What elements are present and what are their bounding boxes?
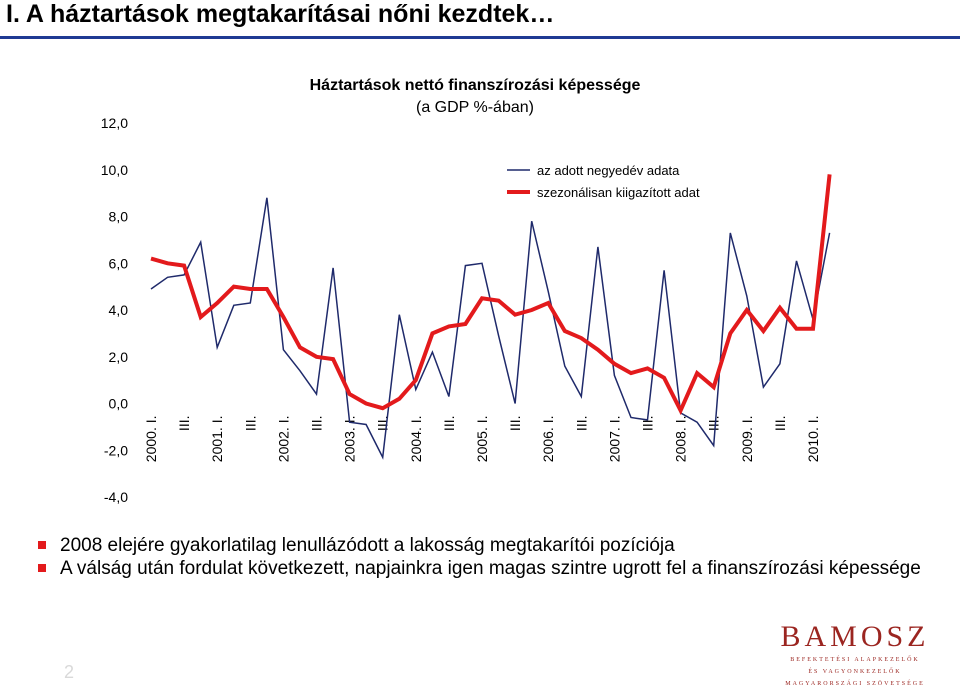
bullet-item: 2008 elejére gyakorlatilag lenullázódott… — [38, 534, 938, 557]
y-tick-label: -4,0 — [104, 489, 128, 505]
bullet-square-icon — [38, 564, 46, 572]
plot-area — [150, 174, 832, 460]
x-tick-label: 2007. I. — [606, 416, 622, 463]
bullet-text: 2008 elejére gyakorlatilag lenullázódott… — [60, 535, 675, 556]
slide-title: I. A háztartások megtakarításai nőni kez… — [6, 0, 555, 28]
legend-label: szezonálisan kiigazított adat — [537, 185, 700, 200]
logo-name: BAMOSZ — [780, 620, 930, 653]
y-tick-label: 2,0 — [109, 349, 129, 365]
chart-title: Háztartások nettó finanszírozási képessé… — [310, 77, 641, 94]
x-tick-label: III. — [375, 416, 391, 432]
y-tick-label: 12,0 — [101, 115, 128, 131]
bullet-item: A válság után fordulat következett, napj… — [38, 557, 938, 580]
bamosz-logo: BAMOSZ BEFEKTETÉSI ALAPKEZELŐK ÉS VAGYON… — [760, 620, 950, 690]
y-tick-label: 4,0 — [109, 302, 129, 318]
x-tick-label: III. — [706, 416, 722, 432]
axes: -4,0 -2,0 0,0 2,0 4,0 6,0 8,0 10,0 12,0 2000. I. I… — [101, 115, 821, 505]
bullet-list: 2008 elejére gyakorlatilag lenullázódott… — [38, 534, 938, 580]
x-tick-label: III. — [242, 416, 258, 432]
legend-label: az adott negyedév adata — [537, 163, 680, 178]
chart-subtitle: (a GDP %-ában) — [416, 99, 534, 116]
x-tick-label: 2009. I. — [739, 416, 755, 463]
bullet-square-icon — [38, 541, 46, 549]
logo-subtitle: MAGYARORSZÁGI SZÖVETSÉGE — [785, 681, 925, 687]
legend: az adott negyedév adata szezonálisan kiig… — [507, 163, 700, 200]
logo-subtitle: BEFEKTETÉSI ALAPKEZELŐK — [790, 657, 920, 663]
page-number: 2 — [64, 662, 75, 682]
logo-subtitle: ÉS VAGYONKEZELŐK — [808, 669, 902, 675]
x-tick-label: 2004. I. — [408, 416, 424, 463]
y-tick-label: 8,0 — [109, 209, 129, 225]
x-tick-label: III. — [441, 416, 457, 432]
y-tick-label: 10,0 — [101, 162, 128, 178]
x-tick-label: 2002. I. — [275, 416, 291, 463]
x-tick-label: 2010. I. — [805, 416, 821, 463]
x-tick-label: 2001. I. — [209, 416, 225, 463]
x-tick-label: III. — [573, 416, 589, 432]
y-tick-label: 0,0 — [109, 396, 129, 412]
series-line-seasonally-adjusted — [150, 174, 832, 416]
x-tick-label: 2008. I. — [673, 416, 689, 463]
y-tick-label: 6,0 — [109, 255, 129, 271]
x-tick-label: 2005. I. — [474, 416, 490, 463]
x-tick-label: 2006. I. — [540, 416, 556, 463]
line-chart: Háztartások nettó finanszírozási képessé… — [101, 77, 832, 505]
x-tick-label: 2003. I. — [342, 416, 358, 463]
y-tick-label: -2,0 — [104, 442, 128, 458]
x-tick-label: III. — [772, 416, 788, 432]
x-tick-label: 2000. I. — [143, 416, 159, 463]
title-rule — [0, 36, 960, 39]
x-tick-label: III. — [309, 416, 325, 432]
x-tick-label: III. — [176, 416, 192, 432]
bullet-text: A válság után fordulat következett, napj… — [60, 558, 921, 579]
x-tick-label: III. — [507, 416, 523, 432]
